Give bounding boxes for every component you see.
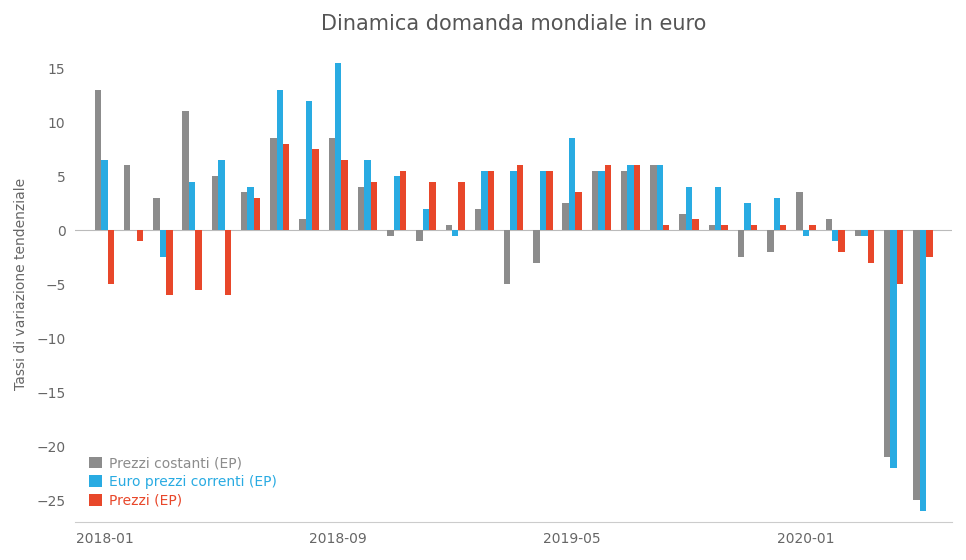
Bar	[124, 165, 130, 230]
Bar	[270, 138, 276, 230]
Bar	[183, 111, 189, 230]
Bar	[598, 171, 605, 230]
Bar	[423, 208, 429, 230]
Bar	[650, 165, 657, 230]
Bar	[663, 225, 669, 230]
Bar	[107, 230, 114, 284]
Bar	[715, 187, 722, 230]
Bar	[342, 160, 348, 230]
Bar	[832, 230, 838, 241]
Bar	[364, 160, 371, 230]
Bar	[621, 171, 627, 230]
Bar	[95, 90, 101, 230]
Bar	[510, 171, 517, 230]
Bar	[306, 101, 312, 230]
Bar	[276, 90, 283, 230]
Bar	[166, 230, 173, 295]
Bar	[540, 171, 546, 230]
Bar	[101, 160, 107, 230]
Bar	[195, 230, 202, 290]
Bar	[357, 187, 364, 230]
Bar	[693, 220, 698, 230]
Bar	[920, 230, 926, 511]
Bar	[283, 144, 290, 230]
Bar	[546, 171, 553, 230]
Bar	[400, 171, 407, 230]
Bar	[517, 165, 524, 230]
Bar	[218, 160, 224, 230]
Bar	[159, 230, 166, 257]
Y-axis label: Tassi di variazione tendenziale: Tassi di variazione tendenziale	[14, 178, 28, 390]
Legend: Prezzi costanti (EP), Euro prezzi correnti (EP), Prezzi (EP): Prezzi costanti (EP), Euro prezzi corren…	[82, 449, 283, 515]
Bar	[241, 192, 247, 230]
Bar	[796, 192, 803, 230]
Bar	[592, 171, 598, 230]
Bar	[569, 138, 576, 230]
Bar	[224, 230, 231, 295]
Bar	[504, 230, 510, 284]
Title: Dinamica domanda mondiale in euro: Dinamica domanda mondiale in euro	[321, 14, 706, 34]
Bar	[709, 225, 715, 230]
Bar	[686, 187, 693, 230]
Bar	[896, 230, 903, 284]
Bar	[722, 225, 728, 230]
Bar	[452, 230, 459, 236]
Bar	[767, 230, 774, 252]
Bar	[657, 165, 663, 230]
Bar	[189, 181, 195, 230]
Bar	[751, 225, 757, 230]
Bar	[533, 230, 540, 263]
Bar	[576, 192, 582, 230]
Bar	[634, 165, 640, 230]
Bar	[247, 187, 254, 230]
Bar	[838, 230, 845, 252]
Bar	[884, 230, 891, 457]
Bar	[679, 214, 686, 230]
Bar	[445, 225, 452, 230]
Bar	[474, 208, 481, 230]
Bar	[627, 165, 634, 230]
Bar	[862, 230, 867, 236]
Bar	[299, 220, 306, 230]
Bar	[774, 198, 780, 230]
Bar	[459, 181, 465, 230]
Bar	[605, 165, 611, 230]
Bar	[562, 203, 569, 230]
Bar	[393, 176, 400, 230]
Bar	[254, 198, 260, 230]
Bar	[137, 230, 143, 241]
Bar	[867, 230, 874, 263]
Bar	[913, 230, 920, 500]
Bar	[212, 176, 218, 230]
Bar	[371, 181, 377, 230]
Bar	[429, 181, 436, 230]
Bar	[803, 230, 810, 236]
Bar	[416, 230, 423, 241]
Bar	[780, 225, 786, 230]
Bar	[810, 225, 815, 230]
Bar	[826, 220, 832, 230]
Bar	[387, 230, 393, 236]
Bar	[744, 203, 751, 230]
Bar	[488, 171, 494, 230]
Bar	[154, 198, 159, 230]
Bar	[328, 138, 335, 230]
Bar	[312, 149, 319, 230]
Bar	[481, 171, 488, 230]
Bar	[891, 230, 896, 468]
Bar	[926, 230, 932, 257]
Bar	[855, 230, 862, 236]
Bar	[335, 63, 342, 230]
Bar	[738, 230, 744, 257]
